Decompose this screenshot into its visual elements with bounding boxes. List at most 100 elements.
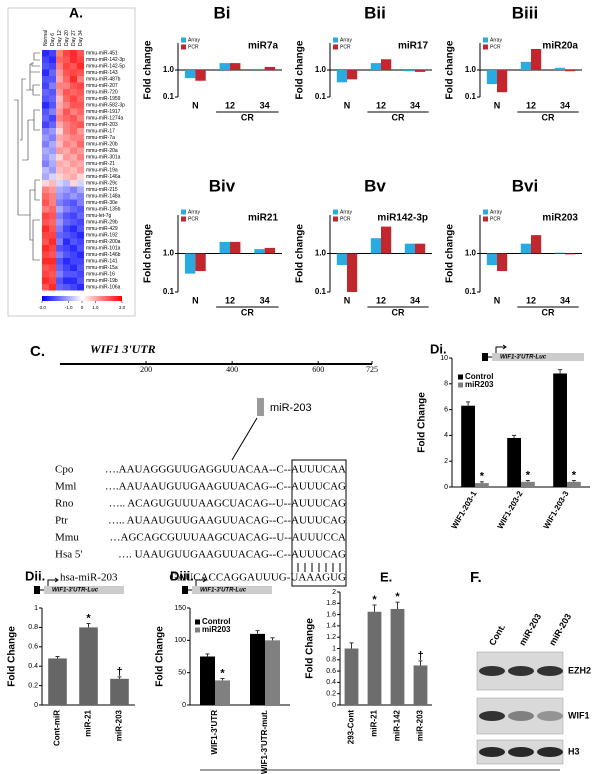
row-label: mmu-miR-29b (86, 220, 118, 226)
heatmap-cell (56, 50, 63, 57)
column-label: Day 27 (71, 30, 77, 46)
row-label: mmu-miR-101a (86, 246, 121, 252)
heatmap-cell (63, 271, 70, 278)
sequence: ….AAUAGGGUUGAGGUUACAA--C--AUUUCAA (105, 464, 346, 476)
heatmap-cell (42, 154, 49, 161)
heatmap-cell (63, 277, 70, 284)
heatmap-cell (77, 180, 84, 187)
panel-label: Bv (364, 176, 386, 195)
x-tick-label: 34 (560, 100, 570, 110)
heatmap-cell (56, 193, 63, 200)
row-label: mmu-miR-215 (86, 187, 118, 193)
heatmap-cell (63, 212, 70, 219)
bar (344, 648, 359, 705)
y-tick-label: 6 (444, 406, 448, 413)
y-axis-label: Fold Change (305, 618, 316, 679)
construct-promoter (482, 353, 488, 361)
y-tick-label: 0.2 (28, 682, 38, 689)
heatmap-cell (63, 232, 70, 239)
heatmap-cell (77, 160, 84, 167)
heatmap-cell (56, 258, 63, 265)
row-label: mmu-miR-1274a (86, 116, 123, 122)
y-tick-label: 1.4 (326, 623, 336, 630)
heatmap-cell (56, 56, 63, 63)
heatmap-cell (70, 95, 77, 102)
blot-band (537, 711, 563, 721)
legend-swatch (483, 37, 488, 43)
panel-label: A. (69, 5, 83, 21)
heatmap-cell (42, 167, 49, 174)
heatmap-cell (63, 56, 70, 63)
bar (390, 608, 405, 705)
construct-promoter (34, 586, 40, 594)
bar (497, 253, 508, 272)
row-label: mmu-miR-487b (86, 77, 121, 83)
heatmap-cell (63, 238, 70, 245)
y-tick-label: 0.1 (465, 92, 477, 101)
annotation: * (572, 469, 577, 481)
legend-label: Array (340, 209, 352, 215)
x-tick-label: 12 (225, 100, 235, 110)
bar (404, 243, 415, 254)
heatmap-cell (56, 121, 63, 128)
row-label: mmu-miR-106a (86, 285, 121, 291)
y-tick-label: 0.1 (163, 287, 175, 296)
species: Ptr (55, 515, 68, 527)
heatmap-cell (56, 95, 63, 102)
blot-band (537, 747, 563, 757)
y-tick-label: 0.2 (326, 691, 336, 698)
y-axis-label: Fold Change (155, 626, 166, 687)
heatmap-cell (56, 238, 63, 245)
heatmap-cell (77, 102, 84, 109)
heatmap-cell (56, 76, 63, 83)
heatmap-cell (42, 82, 49, 89)
heatmap-cell (63, 251, 70, 258)
row-label: mmu-miR-146b (86, 252, 121, 258)
x-tick-label: 12 (526, 100, 536, 110)
bar (195, 253, 206, 272)
x-tick-label: 293-Cont (347, 710, 356, 745)
y-tick-label: 2 (332, 589, 336, 596)
heatmap-cell (77, 245, 84, 252)
group-label: CR (392, 307, 405, 317)
panel-label: C. (30, 343, 45, 360)
column-label: Day 34 (78, 30, 84, 46)
bar (254, 68, 265, 70)
y-tick-label: 1 (34, 605, 38, 612)
heatmap-cell (56, 63, 63, 70)
heatmap-cell (70, 180, 77, 187)
y-tick-label: 8 (444, 381, 448, 388)
heatmap-cell (63, 95, 70, 102)
y-tick-label: 1.0 (163, 249, 175, 258)
heatmap-cell (77, 134, 84, 141)
heatmap-cell (63, 108, 70, 115)
panel-label: Diii. (170, 568, 194, 583)
row-label: mmu-miR-142-5p (86, 64, 125, 70)
chart-title: miR142-3p (377, 213, 428, 224)
heatmap-cell (49, 199, 56, 206)
mirna-sequence: GAUCACCAGGAUUUG-UAAAGUG (169, 572, 346, 584)
heatmap-cell (77, 173, 84, 180)
heatmap-cell (77, 50, 84, 57)
heatmap-cell (42, 121, 49, 128)
heatmap-cell (56, 173, 63, 180)
y-axis-label: Fold Change (7, 626, 18, 687)
bar (347, 253, 358, 292)
heatmap-cell (70, 199, 77, 206)
y-tick-label: 0 (332, 702, 336, 709)
heatmap-cell (42, 160, 49, 167)
blot-band (537, 666, 563, 676)
y-tick-label: 0.8 (28, 624, 38, 631)
chart-title: miR17 (398, 41, 428, 52)
row-label: mmu-miR-135b (86, 207, 121, 213)
protein-label: EZH2 (568, 665, 591, 675)
x-tick-label: 34 (560, 295, 570, 305)
x-tick-label: 12 (376, 295, 386, 305)
bar (347, 70, 358, 80)
heatmap-cell (77, 154, 84, 161)
legend-swatch (458, 374, 463, 380)
heatmap-cell (70, 82, 77, 89)
row-label: mmu-miR-207 (86, 83, 118, 89)
heatmap-cell (42, 193, 49, 200)
heatmap-cell (63, 102, 70, 109)
